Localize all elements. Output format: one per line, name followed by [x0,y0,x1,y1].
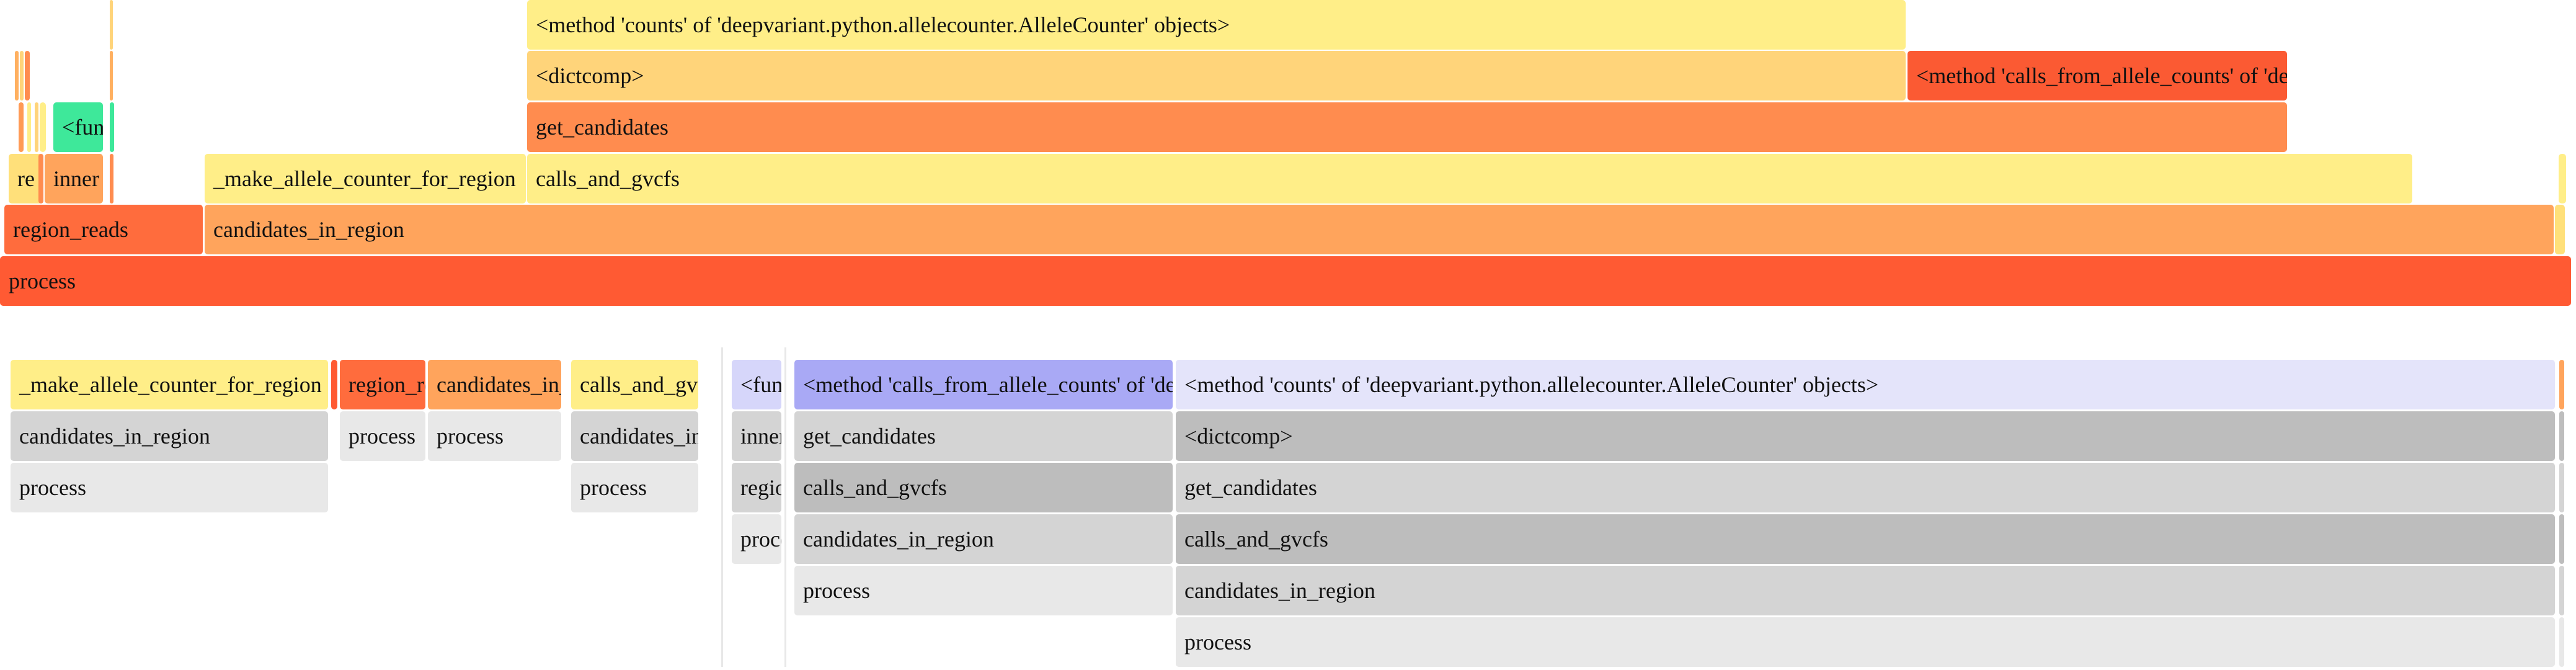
icicle-calls-and-gvcfs-1[interactable]: calls_and_gvcfs [571,360,698,409]
icicle-sliver-5[interactable] [2559,566,2564,615]
frame-sliver-13[interactable] [2555,205,2565,254]
icicle-process-6[interactable]: process [794,566,1173,615]
frame-calls-and-gvcfs[interactable]: calls_and_gvcfs [527,154,2412,203]
icicle-sliver-6[interactable] [2559,617,2564,667]
icicle-sliver-1[interactable] [2559,360,2564,409]
icicle-get-candidates-2[interactable]: get_candidates [1176,463,2555,512]
icicle-calls-and-gvcfs-3[interactable]: calls_and_gvcfs [1176,514,2555,564]
frame-sliver-14[interactable] [2559,154,2566,203]
frame-sliver-5[interactable] [19,102,24,152]
section-divider [721,347,723,667]
icicle-sliver-4[interactable] [2559,514,2564,564]
frame-candidates-in-region[interactable]: candidates_in_region [205,205,2554,254]
frame-sliver-1[interactable] [15,51,19,100]
icicle-candidates-in-region-4[interactable]: candidates_in_region [794,514,1173,564]
flame-graph-top: process region_reads candidates_in_region r… [0,0,2576,310]
icicle-sliver-2[interactable] [2559,411,2564,461]
icicle-process-3[interactable]: process [428,411,561,461]
frame-inner[interactable]: inner [45,154,103,203]
frame-sliver-7[interactable] [40,102,46,152]
frame-sliver-8[interactable] [38,154,43,203]
icicle-sliver-red[interactable] [331,360,337,409]
frame-dictcomp[interactable]: <dictcomp> [527,51,1906,100]
icicle-inner[interactable]: inner [732,411,781,461]
icicle-function[interactable]: <function [732,360,781,409]
frame-sliver-9[interactable] [110,102,114,152]
frame-sliver-12[interactable] [110,0,113,50]
frame-calls-from-allele-counts[interactable]: <method 'calls_from_allele_counts' of 'd… [1908,51,2287,100]
icicle-candidates-in-region-3[interactable]: candidates_in_region [571,411,698,461]
frame-sliver-10[interactable] [110,51,113,100]
icicle-region-reads[interactable]: region_reads [340,360,425,409]
section-divider [784,347,786,667]
icicle-process-4[interactable]: process [571,463,698,512]
frame-make-allele-counter[interactable]: _make_allele_counter_for_region [205,154,526,203]
icicle-calls-and-gvcfs-2[interactable]: calls_and_gvcfs [794,463,1173,512]
frame-get-candidates[interactable]: get_candidates [527,102,2287,152]
icicle-candidates-in-region-5[interactable]: candidates_in_region [1176,566,2555,615]
icicle-process-5[interactable]: process [732,514,781,564]
icicle-process-1[interactable]: process [11,463,328,512]
icicle-sliver-3[interactable] [2559,463,2564,512]
frame-sliver-11[interactable] [110,154,113,203]
icicle-candidates-in-region-2[interactable]: candidates_in_region [428,360,561,409]
icicle-process-7[interactable]: process [1176,617,2555,667]
icicle-method-counts[interactable]: <method 'counts' of 'deepvariant.python.… [1176,360,2555,409]
frame-region-reads[interactable]: region_reads [4,205,203,254]
icicle-region-reads-2[interactable]: region_reads [732,463,781,512]
frame-method-counts[interactable]: <method 'counts' of 'deepvariant.python.… [527,0,1906,50]
frame-sliver-4[interactable] [27,102,31,152]
flame-graph-bottom: _make_allele_counter_for_region candidate… [0,347,2576,670]
frame-re[interactable]: re [9,154,42,203]
icicle-dictcomp[interactable]: <dictcomp> [1176,411,2555,461]
frame-sliver-6[interactable] [35,102,38,152]
icicle-calls-from-allele-counts[interactable]: <method 'calls_from_allele_counts' of 'd… [794,360,1173,409]
frame-sliver-2[interactable] [20,51,24,100]
icicle-candidates-in-region-1[interactable]: candidates_in_region [11,411,328,461]
frame-function[interactable]: <function [53,102,103,152]
frame-sliver-3[interactable] [25,51,30,100]
frame-process[interactable]: process [0,256,2571,306]
icicle-get-candidates-1[interactable]: get_candidates [794,411,1173,461]
icicle-make-allele-counter[interactable]: _make_allele_counter_for_region [11,360,328,409]
icicle-process-2[interactable]: process [340,411,425,461]
